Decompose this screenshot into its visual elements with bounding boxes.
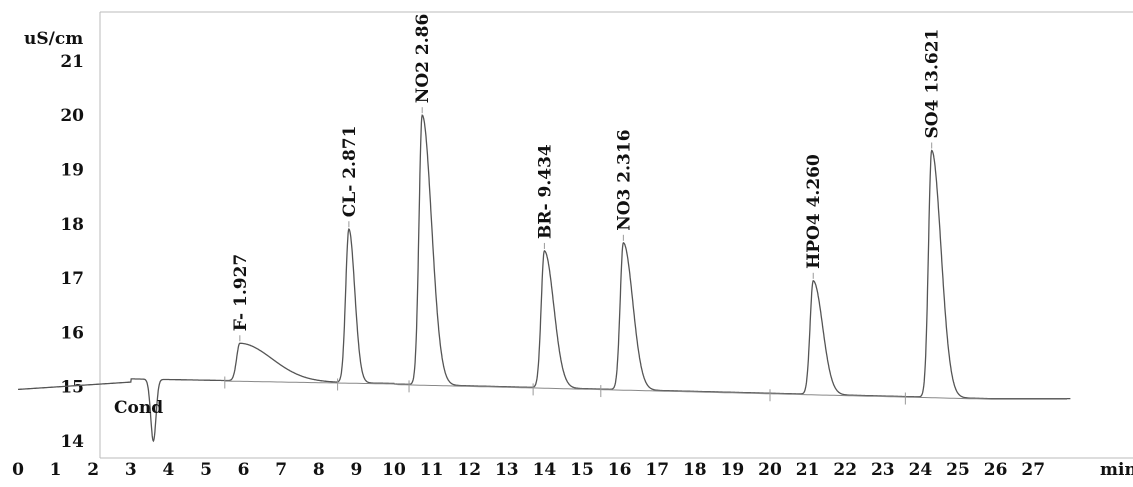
peak-label: NO2 2.86 (413, 14, 433, 104)
x-tick-label: 27 (1021, 460, 1045, 480)
x-tick-label: 13 (495, 460, 519, 480)
x-tick-label: 18 (683, 460, 707, 480)
x-tick-label: 1 (50, 460, 62, 480)
x-tick-label: 12 (457, 460, 481, 480)
y-tick-label: 17 (60, 269, 84, 289)
label-layer: F- 1.927 CL- 2.871 NO2 2.86 BR- 9.434 NO3 2.… (231, 14, 943, 342)
x-tick-label: 14 (533, 460, 557, 480)
y-tick-label: 16 (60, 323, 84, 343)
peak-label: F- 1.927 (231, 254, 251, 332)
x-unit-label: min (1100, 460, 1133, 480)
x-tick-label: 17 (645, 460, 669, 480)
x-tick-label: 8 (313, 460, 325, 480)
x-tick-label: 9 (350, 460, 362, 480)
y-tick-label: 15 (60, 378, 84, 398)
y-tick-label: 14 (60, 432, 84, 452)
x-tick-label: 21 (796, 460, 820, 480)
y-tick-label: 19 (60, 161, 84, 181)
peak-label: BR- 9.434 (535, 144, 555, 239)
series-label: Cond (114, 398, 163, 418)
x-tick-label: 15 (570, 460, 594, 480)
x-tick-label: 11 (420, 460, 444, 480)
x-tick-label: 3 (125, 460, 137, 480)
y-unit-label: uS/cm (24, 29, 83, 49)
x-tick-label: 24 (909, 460, 933, 480)
integration-baseline (224, 380, 1067, 400)
x-tick-label: 0 (12, 460, 24, 480)
y-tick-label: 21 (60, 52, 84, 72)
y-tick-label: 18 (60, 215, 84, 235)
trace-layer (18, 114, 1071, 443)
y-tick-label: 20 (60, 106, 84, 126)
x-tick-label: 5 (200, 460, 212, 480)
x-tick-label: 6 (238, 460, 250, 480)
x-tick-label: 20 (758, 460, 782, 480)
x-tick-label: 10 (382, 460, 406, 480)
x-tick-label: 4 (162, 460, 174, 480)
x-tick-label: 2 (87, 460, 99, 480)
x-tick-label: 16 (608, 460, 632, 480)
x-tick-label: 19 (721, 460, 745, 480)
x-tick-label: 22 (833, 460, 857, 480)
x-tick-label: 26 (984, 460, 1008, 480)
peak-label: SO4 13.621 (923, 29, 943, 139)
x-tick-label: 25 (946, 460, 970, 480)
peak-label: NO3 2.316 (614, 129, 634, 230)
peak-label: HPO4 4.260 (804, 154, 824, 269)
x-tick-label: 23 (871, 460, 895, 480)
peak-label: CL- 2.871 (340, 126, 360, 218)
cond-trace (18, 114, 1071, 443)
x-tick-label: 7 (275, 460, 287, 480)
